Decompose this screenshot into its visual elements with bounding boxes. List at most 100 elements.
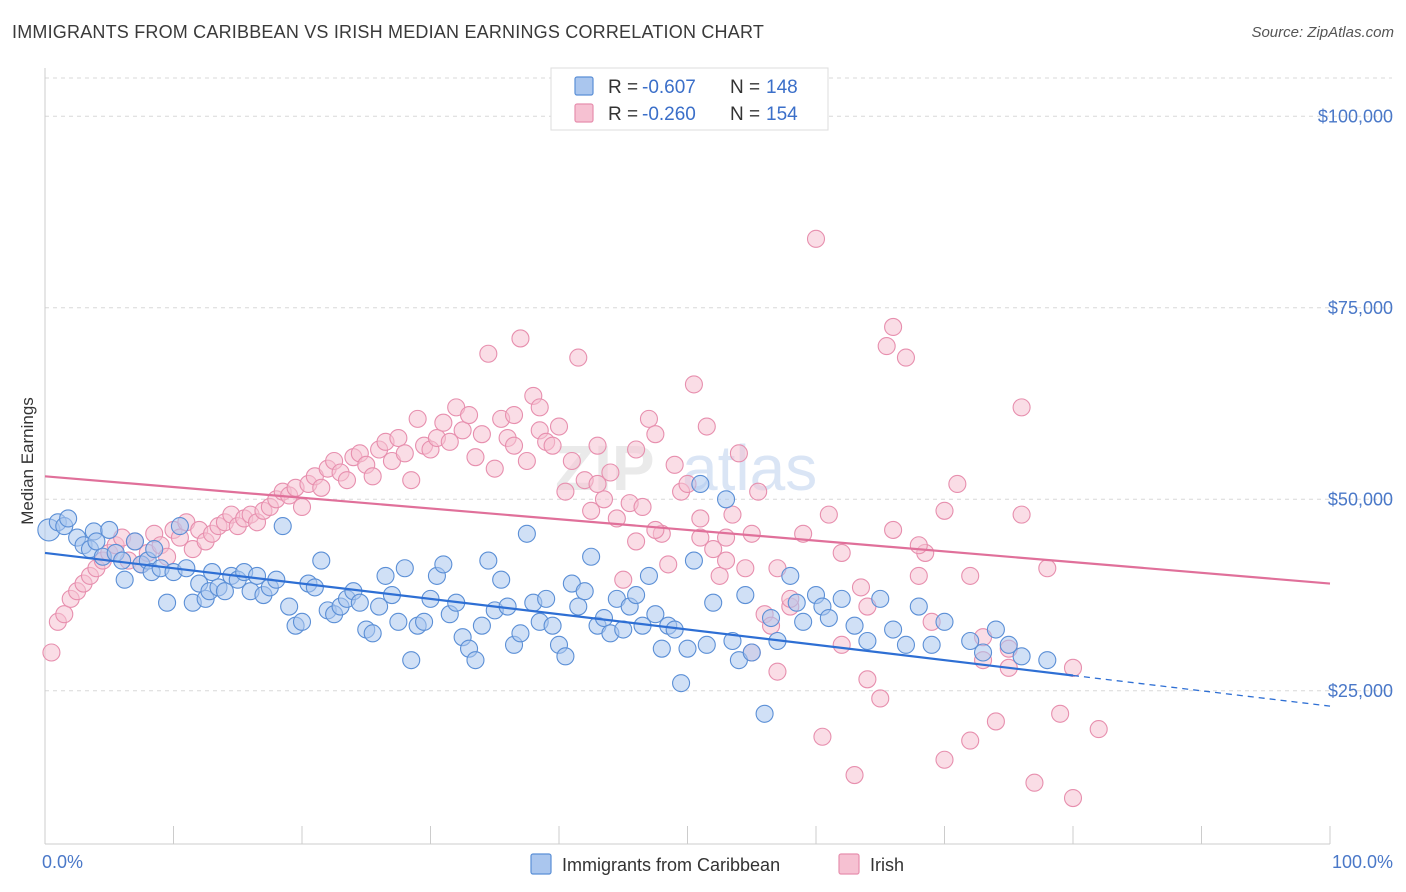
caribbean-point-87 xyxy=(582,547,601,566)
irish-point-147 xyxy=(768,662,787,681)
caribbean-point-94 xyxy=(627,585,646,605)
caribbean-point-10 xyxy=(100,520,119,539)
irish-point-93 xyxy=(639,409,659,428)
series-legend-caribbean: Immigrants from Caribbean xyxy=(562,855,780,875)
irish-point-55 xyxy=(395,444,414,463)
source-label: Source: ZipAtlas.com xyxy=(1251,24,1394,41)
caribbean-point-124 xyxy=(871,589,890,608)
caribbean-points xyxy=(37,474,1057,723)
caribbean-point-22 xyxy=(170,517,189,536)
caribbean-point-130 xyxy=(961,631,980,651)
irish-point-120 xyxy=(851,578,871,597)
irish-point-2 xyxy=(55,605,74,624)
caribbean-trend-line xyxy=(44,551,1074,677)
irish-point-143 xyxy=(627,440,646,459)
caribbean-point-113 xyxy=(761,608,781,628)
irish-point-157 xyxy=(1012,505,1031,524)
irish-point-159 xyxy=(1063,658,1083,677)
caribbean-point-61 xyxy=(415,612,434,631)
caribbean-point-85 xyxy=(569,597,588,616)
irish-point-96 xyxy=(659,555,678,574)
caribbean-point-73 xyxy=(492,570,511,589)
axis-labels: $25,000 $50,000 $75,000 $100,000 0.0% 100.0% M… xyxy=(18,106,1393,872)
irish-point-153 xyxy=(935,501,954,520)
irish-point-106 xyxy=(723,505,742,524)
irish-point-136 xyxy=(1025,773,1044,792)
legend-r-value-pink: -0.260 xyxy=(642,104,696,125)
caribbean-point-135 xyxy=(1038,651,1057,670)
irish-point-39 xyxy=(292,497,312,517)
irish-point-57 xyxy=(408,409,427,428)
irish-point-122 xyxy=(871,689,890,708)
irish-point-87 xyxy=(601,463,620,482)
irish-point-131 xyxy=(961,731,980,750)
caribbean-point-115 xyxy=(781,566,800,585)
caribbean-point-131 xyxy=(973,643,993,662)
irish-point-137 xyxy=(1051,704,1070,723)
irish-point-72 xyxy=(504,436,524,455)
caribbean-point-45 xyxy=(312,551,331,570)
caribbean-point-129 xyxy=(935,612,954,631)
irish-point-65 xyxy=(459,405,479,425)
caribbean-point-71 xyxy=(479,551,498,570)
caribbean-point-69 xyxy=(466,651,485,670)
caribbean-point-105 xyxy=(697,635,716,654)
y-tick-label-3: $100,000 xyxy=(1318,106,1393,126)
caribbean-point-57 xyxy=(389,612,408,631)
irish-point-114 xyxy=(794,524,813,543)
series-legend-swatch-irish xyxy=(838,853,860,875)
irish-point-97 xyxy=(665,455,684,474)
caribbean-point-111 xyxy=(742,643,761,662)
irish-point-0 xyxy=(42,643,61,662)
caribbean-point-81 xyxy=(543,616,562,635)
caribbean-point-55 xyxy=(376,566,395,585)
irish-point-100 xyxy=(684,375,703,394)
caribbean-point-110 xyxy=(736,585,755,605)
caribbean-point-121 xyxy=(832,589,851,608)
caribbean-point-64 xyxy=(434,555,453,574)
irish-point-138 xyxy=(1063,788,1083,808)
axes-layer xyxy=(44,68,1331,845)
irish-point-62 xyxy=(440,432,459,451)
irish-point-56 xyxy=(402,471,421,490)
irish-point-144 xyxy=(646,520,665,539)
x-tick-label-0: 0.0% xyxy=(42,852,83,872)
caribbean-point-126 xyxy=(896,635,916,654)
irish-point-130 xyxy=(948,474,967,494)
caribbean-point-128 xyxy=(922,635,941,654)
legend-r-value-blue: -0.607 xyxy=(642,77,696,98)
irish-point-119 xyxy=(845,766,864,785)
irish-point-42 xyxy=(312,478,331,497)
irish-point-79 xyxy=(549,417,569,436)
irish-point-103 xyxy=(704,540,723,559)
caribbean-point-40 xyxy=(280,597,299,616)
irish-points xyxy=(42,229,1108,808)
irish-point-124 xyxy=(884,317,903,337)
irish-trend-line xyxy=(44,475,1331,585)
irish-point-115 xyxy=(806,229,826,248)
irish-point-78 xyxy=(543,436,562,455)
irish-point-102 xyxy=(697,417,716,436)
caribbean-point-35 xyxy=(247,566,267,585)
irish-point-141 xyxy=(530,398,549,417)
irish-point-101 xyxy=(691,509,710,528)
caribbean-point-8 xyxy=(87,532,106,551)
caribbean-point-125 xyxy=(884,620,903,639)
correlation-legend: R = -0.607 N = 148 R = -0.260 N = 154 xyxy=(550,67,829,131)
legend-n-value-blue: 148 xyxy=(766,77,798,98)
irish-point-133 xyxy=(986,712,1005,731)
irish-point-142 xyxy=(588,474,607,494)
irish-point-80 xyxy=(556,482,575,501)
caribbean-point-30 xyxy=(215,582,234,601)
caribbean-point-103 xyxy=(684,551,703,570)
irish-point-150 xyxy=(858,670,877,689)
series-legend: Immigrants from Caribbean Irish xyxy=(530,853,904,875)
caribbean-point-132 xyxy=(986,620,1005,639)
caribbean-point-102 xyxy=(678,639,697,658)
caribbean-point-101 xyxy=(672,674,691,693)
caribbean-point-86 xyxy=(575,582,594,601)
caribbean-point-51 xyxy=(350,593,369,612)
caribbean-point-96 xyxy=(639,566,659,585)
irish-point-69 xyxy=(485,459,504,478)
